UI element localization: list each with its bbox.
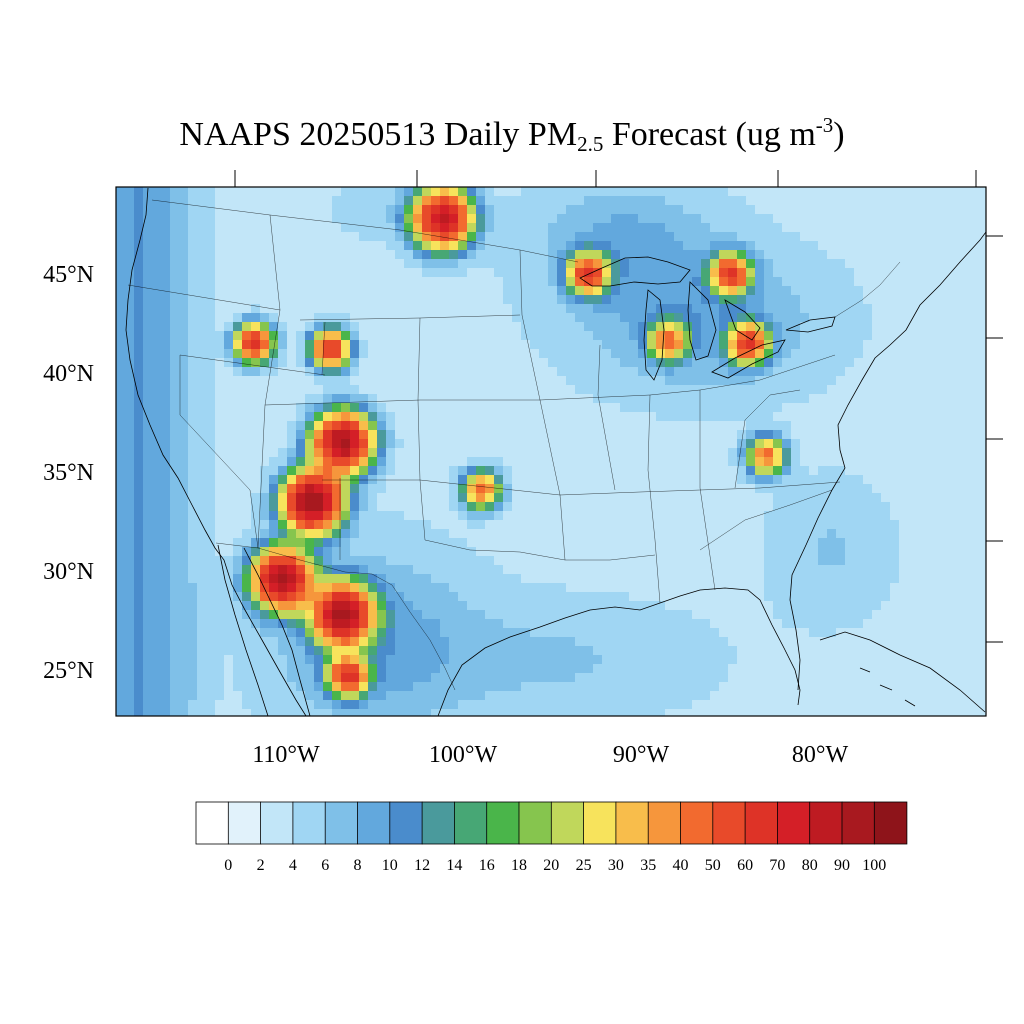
colorbar-label: 30 (607, 857, 624, 874)
colorbar-label: 70 (769, 857, 786, 874)
lat-label-40: 40°N (43, 361, 94, 387)
colorbar-label: 8 (353, 857, 362, 874)
colorbar-swatch (324, 801, 359, 845)
lat-label-35: 35°N (43, 460, 94, 486)
colorbar-label: 6 (321, 857, 330, 874)
colorbar-label: 25 (575, 857, 592, 874)
colorbar-swatch (227, 801, 262, 845)
colorbar-swatch (486, 801, 520, 845)
coastline-outline (125, 187, 986, 716)
colorbar-label: 90 (834, 857, 850, 874)
colorbar-label: 2 (256, 857, 265, 874)
colorbar-label: 14 (446, 857, 463, 874)
colorbar-swatch (583, 801, 617, 845)
colorbar-swatch (421, 801, 456, 845)
colorbar-swatch (389, 801, 423, 845)
colorbar-label: 35 (640, 857, 657, 874)
lon-label-90w: 90°W (612, 742, 670, 768)
colorbar-label: 100 (862, 857, 887, 874)
title-superscript: -3 (815, 113, 834, 137)
colorbar-swatch (518, 801, 552, 845)
plot-frame (115, 186, 987, 717)
lon-label-110w: 110°W (252, 742, 320, 768)
title-units: Forecast (ug m (603, 116, 816, 153)
colorbar-swatch (357, 801, 391, 845)
colorbar-swatch (712, 801, 746, 845)
axis-ticks (234, 170, 1003, 643)
pm25-field (116, 187, 986, 716)
colorbar-swatch (809, 801, 843, 845)
lon-label-100w: 100°W (428, 742, 498, 768)
title-main: NAAPS 20250513 Daily PM (179, 116, 578, 153)
colorbar-label: 80 (801, 857, 818, 874)
title-subscript: 2.5 (577, 132, 604, 156)
lat-label-45: 45°N (43, 262, 94, 288)
colorbar-label: 16 (478, 857, 495, 874)
colorbar-swatch (550, 801, 585, 845)
colorbar-swatch (292, 801, 326, 845)
colorbar-label: 60 (737, 857, 754, 874)
colorbar-swatch (841, 801, 875, 845)
colorbar-label: 40 (672, 857, 689, 874)
colorbar-swatch (453, 801, 488, 845)
colorbar-swatch (680, 801, 714, 845)
colorbar-swatch (744, 801, 779, 845)
colorbar-swatch (777, 801, 811, 845)
colorbar-label: 50 (704, 857, 721, 874)
title-close: ) (833, 116, 845, 153)
state-borders (127, 199, 901, 691)
colorbar-swatch (647, 801, 682, 845)
colorbar-swatch (873, 801, 908, 845)
colorbar-swatch (195, 801, 229, 845)
lat-label-25: 25°N (43, 658, 94, 684)
colorbar-label: 4 (288, 857, 297, 874)
colorbar-swatch (260, 801, 294, 845)
colorbar-label: 10 (381, 857, 398, 874)
colorbar-label: 12 (414, 857, 431, 874)
colorbar-label: 0 (224, 857, 233, 874)
lat-label-30: 30°N (43, 559, 94, 585)
colorbar-label: 20 (543, 857, 560, 874)
colorbar-swatch (615, 801, 649, 845)
lon-label-80w: 80°W (791, 742, 849, 768)
map-title: NAAPS 20250513 Daily PM2.5 Forecast (ug … (0, 112, 1024, 158)
colorbar-label: 18 (511, 857, 527, 874)
